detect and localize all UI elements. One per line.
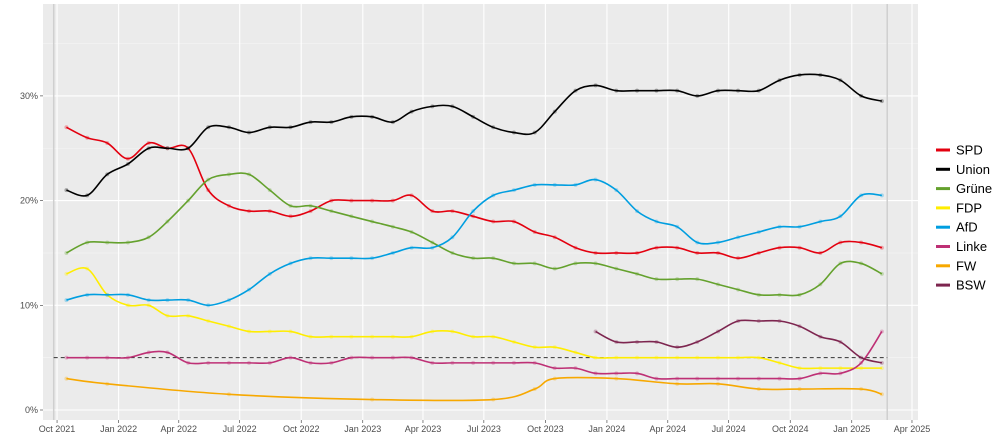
legend-label-spd: SPD xyxy=(956,143,983,158)
x-tick-label: Jul 2024 xyxy=(712,424,746,434)
x-tick-label: Jul 2023 xyxy=(467,424,501,434)
series-line-spd xyxy=(66,126,883,259)
x-tick-label: Jan 2023 xyxy=(344,424,381,434)
legend: SPD Union Grüne FDP AfD Linke FW BSW xyxy=(936,143,992,293)
legend-label-union: Union xyxy=(956,162,990,177)
x-tick-label: Jul 2022 xyxy=(223,424,257,434)
series-line-grüne xyxy=(66,172,883,297)
y-tick-label: 0% xyxy=(25,405,38,415)
x-tick-label: Jan 2025 xyxy=(833,424,870,434)
x-tick-label: Apr 2025 xyxy=(894,424,931,434)
series-line-linke xyxy=(66,331,883,380)
x-tick-label: Oct 2022 xyxy=(283,424,320,434)
x-tick-label: Jan 2022 xyxy=(100,424,137,434)
series-line-fw xyxy=(66,376,883,402)
plot-panel xyxy=(43,4,918,420)
x-tick-label: Apr 2023 xyxy=(405,424,442,434)
y-tick-label: 20% xyxy=(20,196,38,206)
axes: 0% 10% 20% 30% Oct 2021 Jan 2022 Apr 2022 Jul 2… xyxy=(20,91,930,434)
y-tick-label: 30% xyxy=(20,91,38,101)
legend-label-linke: Linke xyxy=(956,239,987,254)
x-tick-label: Oct 2024 xyxy=(772,424,809,434)
series-line-afd xyxy=(66,178,882,307)
x-tick-label: Apr 2022 xyxy=(161,424,198,434)
x-tick-label: Apr 2024 xyxy=(650,424,687,434)
x-tick-label: Oct 2021 xyxy=(39,424,76,434)
legend-label-afd: AfD xyxy=(956,220,978,235)
x-tick-label: Oct 2023 xyxy=(527,424,564,434)
x-tick-label: Jan 2024 xyxy=(588,424,625,434)
series-line-union xyxy=(66,73,883,197)
y-tick-label: 10% xyxy=(20,300,38,310)
series-lines xyxy=(53,72,888,402)
legend-label-grüne: Grüne xyxy=(956,181,992,196)
legend-label-bsw: BSW xyxy=(956,278,986,293)
legend-label-fdp: FDP xyxy=(956,200,982,215)
series-line-bsw xyxy=(595,319,883,364)
legend-label-fw: FW xyxy=(956,258,977,273)
series-line-fdp xyxy=(66,267,882,370)
